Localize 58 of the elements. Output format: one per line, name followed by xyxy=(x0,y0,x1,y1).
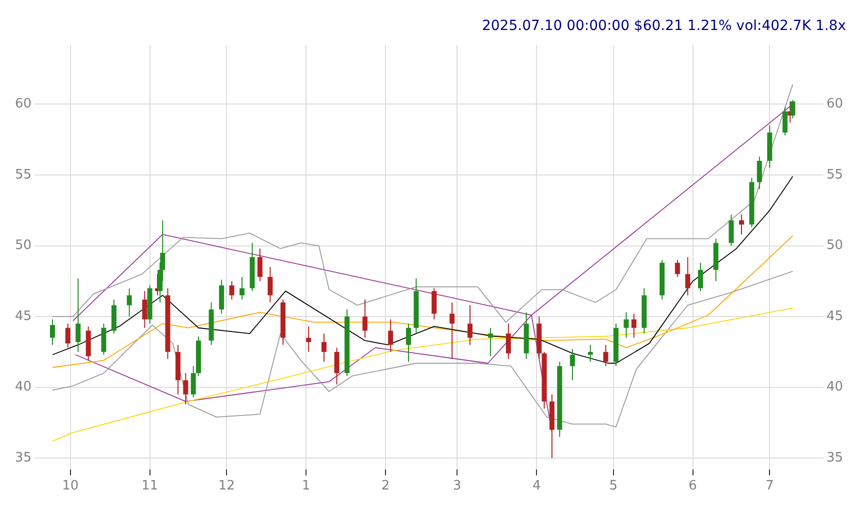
candlestick xyxy=(142,290,148,328)
candlestick xyxy=(450,302,455,360)
candlestick xyxy=(698,262,704,292)
y-tick-label: 60 xyxy=(14,96,32,112)
candlestick xyxy=(631,313,636,338)
candlestick xyxy=(268,266,273,303)
candlestick xyxy=(229,280,234,300)
candlestick xyxy=(306,326,312,352)
candlestick xyxy=(570,348,575,381)
x-tick-label: 10 xyxy=(62,478,79,494)
candlestick xyxy=(406,323,412,362)
candlestick xyxy=(603,344,608,367)
candlestick xyxy=(782,106,788,136)
x-tick-label: 7 xyxy=(766,478,774,494)
candlestick xyxy=(506,323,511,360)
y-tick-label: 45 xyxy=(14,308,32,324)
y-tick-label: 55 xyxy=(14,167,32,182)
x-tick-label: 2 xyxy=(381,478,390,494)
y2-tick-label: 55 xyxy=(826,167,844,182)
x-tick-label: 1 xyxy=(302,478,310,494)
candlestick xyxy=(334,347,340,385)
candlestick xyxy=(362,299,368,338)
candlestick xyxy=(685,256,690,296)
candlestick xyxy=(321,333,326,362)
y-tick-label: 50 xyxy=(14,238,32,254)
y2-tick-label: 60 xyxy=(826,96,844,112)
x-tick-label: 6 xyxy=(688,478,697,494)
x-tick-label: 4 xyxy=(532,478,541,494)
y2-tick-label: 50 xyxy=(826,238,844,254)
x-tick-label: 11 xyxy=(142,478,158,494)
x-tick-label: 3 xyxy=(453,478,462,494)
candlestick xyxy=(50,318,55,346)
y2-tick-label: 35 xyxy=(826,450,844,466)
candlestick xyxy=(65,323,70,348)
candlestick xyxy=(76,278,81,352)
candlestick xyxy=(432,288,437,320)
candlestick xyxy=(240,276,245,300)
candlestick xyxy=(257,248,262,282)
candlestick xyxy=(588,344,593,362)
candlestick xyxy=(190,366,196,398)
candlestick xyxy=(126,288,132,318)
candlestick xyxy=(624,312,629,338)
candlestick xyxy=(467,304,472,346)
y-tick-label: 35 xyxy=(14,450,32,466)
y2-tick-label: 40 xyxy=(826,380,844,395)
candlestick xyxy=(790,100,796,119)
y2-tick-label: 45 xyxy=(826,308,844,324)
x-tick-label: 12 xyxy=(218,478,235,494)
candlestick xyxy=(674,259,680,278)
candlestick xyxy=(738,214,744,235)
candlestick xyxy=(388,318,394,352)
candlestick xyxy=(488,327,493,357)
chart-title: 2025.07.10 00:00:00 $60.21 1.21% vol:402.7K 1.8x xyxy=(482,18,846,34)
y-tick-label: 40 xyxy=(14,380,32,395)
candlestick xyxy=(756,156,762,190)
x-tick-label: 5 xyxy=(609,478,618,494)
candlestick xyxy=(183,372,188,405)
candlestick xyxy=(728,214,734,246)
